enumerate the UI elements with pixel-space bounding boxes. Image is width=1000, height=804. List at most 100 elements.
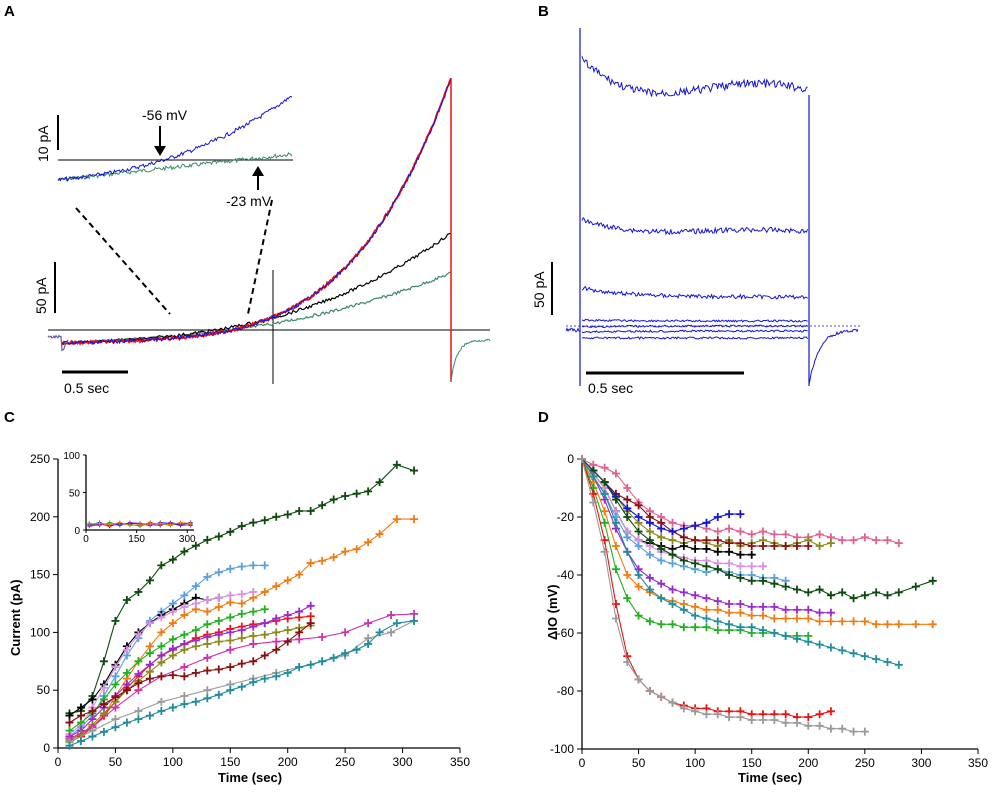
d-point bbox=[691, 707, 700, 716]
c-point bbox=[283, 626, 292, 635]
c-point bbox=[295, 663, 304, 672]
d-point bbox=[804, 614, 813, 623]
c-point bbox=[203, 639, 212, 648]
c-point bbox=[283, 611, 292, 620]
d-point bbox=[770, 716, 779, 724]
d-point bbox=[815, 617, 824, 626]
c-point bbox=[134, 707, 143, 716]
d-point bbox=[804, 605, 813, 614]
d-point bbox=[623, 571, 632, 579]
d-point bbox=[770, 530, 779, 539]
c-point bbox=[203, 596, 212, 605]
c-point bbox=[214, 637, 223, 646]
inset-scale-label: 10 pA bbox=[35, 125, 51, 162]
c-point bbox=[180, 672, 189, 681]
d-point bbox=[759, 542, 768, 550]
c-point bbox=[180, 611, 189, 620]
c-ytick-label: 0 bbox=[43, 741, 50, 755]
trace-start bbox=[47, 334, 69, 352]
b-pre-trace bbox=[565, 327, 581, 333]
c-point bbox=[65, 711, 74, 720]
c-point bbox=[306, 601, 315, 610]
c-point bbox=[318, 556, 327, 565]
d-point bbox=[826, 608, 835, 617]
c-point bbox=[180, 700, 189, 709]
d-point bbox=[872, 620, 881, 629]
c-point bbox=[306, 559, 315, 568]
d-point bbox=[702, 544, 711, 553]
d-point bbox=[883, 536, 892, 545]
d-point bbox=[838, 617, 847, 626]
c-point bbox=[88, 695, 97, 704]
d-point bbox=[911, 620, 920, 629]
c-ytick-label: 200 bbox=[30, 510, 50, 524]
c-xtick-label: 300 bbox=[393, 755, 413, 769]
c-point bbox=[168, 635, 177, 644]
d-point bbox=[713, 626, 722, 635]
d-point bbox=[736, 713, 745, 722]
d-point bbox=[600, 489, 609, 498]
c-point bbox=[341, 547, 350, 556]
d-point bbox=[894, 539, 903, 548]
c-point bbox=[237, 659, 246, 668]
d-point bbox=[804, 542, 813, 550]
d-point bbox=[725, 547, 734, 556]
d-point bbox=[804, 721, 813, 730]
d-point bbox=[883, 620, 892, 629]
d-point bbox=[657, 533, 666, 542]
c-inset-xtick-label: 150 bbox=[128, 534, 145, 545]
d-point bbox=[815, 710, 824, 719]
c-point bbox=[99, 683, 108, 692]
d-point bbox=[781, 542, 790, 550]
d-point bbox=[736, 608, 745, 617]
c-point bbox=[191, 642, 200, 651]
d-point bbox=[589, 472, 598, 481]
c-point bbox=[214, 690, 223, 699]
panel-b-letter: B bbox=[538, 3, 549, 20]
d-point bbox=[611, 518, 620, 527]
c-point bbox=[134, 686, 143, 695]
d-point bbox=[792, 718, 801, 727]
c-point bbox=[226, 645, 235, 654]
c-point bbox=[214, 616, 223, 625]
d-point bbox=[781, 718, 790, 727]
d-point bbox=[634, 611, 643, 620]
c-point bbox=[237, 626, 246, 635]
b-scale-label-current: 50 pA bbox=[531, 271, 547, 308]
c-point bbox=[226, 527, 235, 536]
c-xtick-label: 250 bbox=[335, 755, 355, 769]
c-point bbox=[295, 635, 304, 644]
c-inset-point bbox=[107, 522, 112, 527]
d-point bbox=[815, 542, 824, 550]
c-point bbox=[168, 555, 177, 564]
d-point bbox=[645, 550, 654, 559]
inset-trace-green bbox=[57, 152, 293, 182]
d-point bbox=[623, 547, 632, 556]
c-point bbox=[306, 660, 315, 669]
c-point bbox=[375, 628, 384, 637]
c-inset-xtick-label: 300 bbox=[179, 534, 196, 545]
d-point bbox=[702, 536, 711, 545]
c-point bbox=[272, 628, 281, 637]
c-point bbox=[214, 665, 223, 674]
c-point bbox=[168, 644, 177, 653]
c-point bbox=[249, 561, 258, 570]
d-point bbox=[600, 507, 609, 516]
c-point bbox=[249, 657, 258, 666]
c-point bbox=[272, 637, 281, 646]
d-point bbox=[849, 649, 858, 658]
d-point bbox=[725, 571, 734, 579]
c-point bbox=[145, 674, 154, 683]
c-ytick-label: 250 bbox=[30, 452, 50, 466]
c-point bbox=[134, 587, 143, 596]
c-point bbox=[145, 649, 154, 658]
c-point bbox=[134, 670, 143, 679]
d-point bbox=[611, 614, 620, 623]
c-point bbox=[157, 561, 166, 570]
d-point bbox=[645, 617, 654, 626]
d-point bbox=[668, 518, 677, 527]
c-point bbox=[341, 491, 350, 500]
d-point bbox=[911, 582, 920, 591]
c-point bbox=[111, 715, 120, 724]
c-point bbox=[145, 711, 154, 720]
